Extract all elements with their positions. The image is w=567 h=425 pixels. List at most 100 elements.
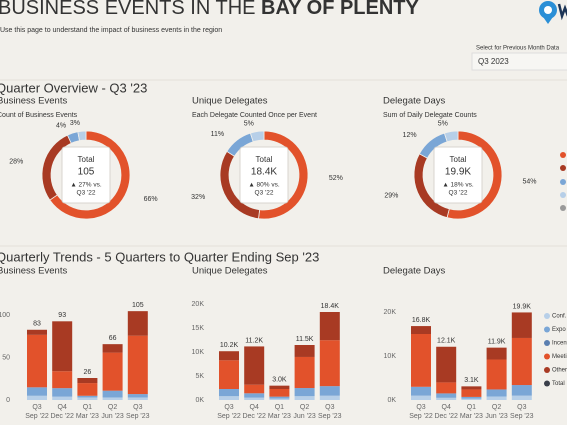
x-tick-label: Q1 (83, 404, 92, 411)
total-value: 105 (78, 167, 95, 178)
bar-segment (127, 394, 148, 398)
donut-label: 54% (522, 178, 536, 185)
bar-segment (244, 393, 265, 398)
section-title: Quarter Overview - Q3 '23 (0, 80, 147, 95)
page-title: BUSINESS EVENTS IN THE BAY OF PLENTY (0, 0, 420, 19)
total-card (61, 146, 111, 204)
x-tick-sublabel: Jun '23 (485, 413, 507, 420)
change: ▲ 80% vs. (248, 182, 280, 189)
y-tick-label: 10K (192, 349, 205, 356)
bar-segment (294, 345, 315, 357)
x-tick-label: Q3 (416, 404, 425, 411)
comparison: Q3 '22 (449, 190, 468, 197)
bar-segment (219, 360, 239, 389)
bar-segment (219, 351, 239, 361)
donut-label: 66% (144, 196, 158, 203)
bar-segment (436, 382, 457, 394)
legend-label: Incenti (552, 341, 567, 347)
bar-segment (27, 329, 47, 335)
panel-title: Unique Delegates (192, 96, 268, 107)
total-value: 19.9K (445, 167, 471, 178)
bar-segment (511, 312, 532, 338)
total-title: Total (256, 155, 273, 164)
legend-label: Conf. (552, 314, 567, 320)
comparison: Q3 '22 (77, 190, 96, 197)
legend-dot (560, 192, 566, 198)
y-tick-label: 0 (6, 397, 10, 404)
logo-pin-tip (541, 14, 555, 24)
bar-segment (27, 334, 47, 388)
bar-segment (102, 397, 123, 400)
donut-legend-dots (560, 152, 566, 211)
x-tick-sublabel: Sep '22 (409, 413, 433, 420)
bar-segment (244, 397, 265, 400)
total-label: 18.4K (321, 303, 340, 310)
bar-segment (486, 347, 507, 360)
bar-segment (461, 398, 482, 400)
bar-segment (436, 346, 457, 383)
x-tick-sublabel: Sep '22 (25, 413, 49, 420)
legend-label: Other (552, 368, 567, 374)
donut-label: 52% (329, 175, 343, 182)
bar-segment (411, 326, 431, 334)
x-tick-label: Q4 (250, 404, 259, 411)
bar-segment (219, 396, 239, 400)
bar-segment (511, 337, 532, 386)
bar-segment (269, 398, 290, 400)
total-label: 83 (33, 321, 41, 328)
legend-swatch (544, 326, 550, 333)
bar-segment (486, 359, 507, 390)
total-label: 11.5K (296, 336, 314, 343)
legend-dot (560, 179, 566, 185)
x-tick-label: Q1 (467, 404, 476, 411)
bar-segment (486, 389, 507, 397)
bar-segment (461, 386, 482, 390)
bar-segment (411, 395, 431, 400)
y-tick-label: 50 (2, 355, 10, 362)
bar-segment (269, 396, 290, 399)
bar-segment (219, 389, 239, 397)
legend-swatch (544, 380, 550, 387)
bar-segment (77, 378, 98, 384)
legend-dot (560, 205, 566, 211)
comparison: Q3 '22 (255, 190, 274, 197)
x-tick-label: Q3 (517, 404, 526, 411)
bar-segment (77, 395, 98, 398)
bar-segment (127, 335, 148, 395)
total-label: 19.9K (513, 303, 532, 310)
bar-segment (269, 385, 290, 389)
y-tick-label: 20K (384, 309, 397, 316)
total-value: 18.4K (251, 167, 277, 178)
y-tick-label: 20K (192, 301, 205, 308)
bar-segment (127, 397, 148, 400)
x-tick-sublabel: Sep '22 (217, 413, 241, 420)
donut-label: 3% (70, 120, 80, 127)
donut-segment (77, 130, 87, 142)
bar-segment (244, 346, 265, 385)
donut-label: 32% (191, 194, 205, 201)
panel-subtitle: Count of Business Events (0, 112, 78, 119)
bar-segment (102, 352, 123, 391)
bar-segment (436, 397, 457, 400)
legend-dot (560, 152, 566, 158)
panel-title: Delegate Days (383, 96, 446, 107)
x-tick-label: Q2 (108, 404, 117, 411)
total-label: 10.2K (220, 342, 239, 349)
bar-segment (319, 312, 340, 341)
filter-value[interactable]: Q3 2023 (478, 57, 509, 66)
filter-box[interactable] (471, 52, 567, 71)
panel-subtitle: Sum of Daily Delegate Counts (383, 112, 477, 119)
legend-swatch (544, 353, 550, 360)
logo-pin-hole (544, 6, 552, 14)
y-tick-label: 0K (195, 397, 204, 404)
total-label: 66 (109, 335, 117, 342)
y-tick-label: 10K (384, 353, 397, 360)
legend-swatch (544, 367, 550, 373)
bar-segment (52, 396, 73, 400)
bar-segment (511, 395, 532, 400)
total-label: 11.9K (488, 338, 506, 345)
subtitle: Use this page to understand the impact o… (0, 27, 222, 34)
filter-label: Select for Previous Month Data (476, 46, 560, 52)
bar-segment (411, 334, 431, 387)
